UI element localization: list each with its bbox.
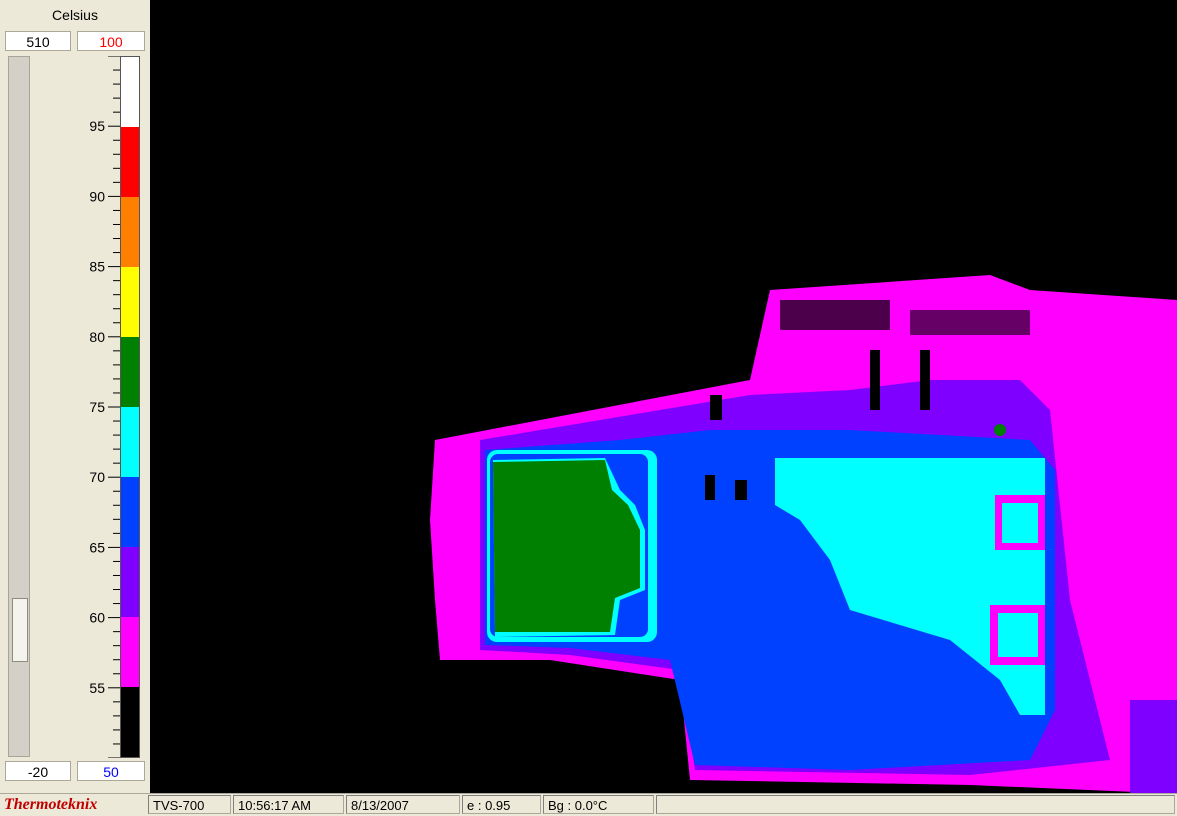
brand-logo: Thermoteknix (4, 796, 98, 813)
background-temperature: Bg : 0.0°C (543, 795, 654, 814)
thermal-image-view[interactable] (150, 0, 1177, 793)
capture-time: 10:56:17 AM (233, 795, 344, 814)
palette-swatch (121, 547, 139, 617)
tick-label: 75 (89, 399, 105, 415)
tick-label: 65 (89, 539, 105, 555)
capture-date: 8/13/2007 (346, 795, 460, 814)
range-slider-track[interactable] (8, 56, 30, 757)
range-slider-thumb[interactable] (12, 598, 28, 662)
palette-swatch (121, 267, 139, 337)
temperature-ticks: 95 90 85 80 75 70 65 60 55 (89, 56, 120, 758)
palette-swatch (121, 57, 139, 127)
palette-swatch (121, 407, 139, 477)
palette-swatch (121, 337, 139, 407)
unit-label: Celsius (52, 7, 98, 23)
span-min-field[interactable]: -20 (5, 761, 71, 781)
temperature-scale-panel: Celsius 510 100 95 90 85 80 75 70 65 60 55 -20 5… (0, 0, 150, 793)
span-max-field[interactable]: 510 (5, 31, 71, 51)
emissivity: e : 0.95 (462, 795, 541, 814)
status-empty-pane (656, 795, 1175, 814)
tick-label: 80 (89, 329, 105, 345)
palette-swatch (121, 197, 139, 267)
palette-swatch (121, 127, 139, 197)
camera-model: TVS-700 (148, 795, 231, 814)
palette-swatch (121, 477, 139, 547)
tick-label: 55 (89, 680, 105, 696)
status-bar: Thermoteknix TVS-700 10:56:17 AM 8/13/20… (0, 793, 1177, 816)
min-temperature-field[interactable]: 50 (77, 761, 145, 781)
color-palette-bar (120, 56, 140, 758)
tick-label: 60 (89, 610, 105, 626)
tick-label: 90 (89, 188, 105, 204)
tick-label: 95 (89, 118, 105, 134)
palette-swatch (121, 687, 139, 757)
tick-label: 70 (89, 469, 105, 485)
palette-swatch (121, 617, 139, 687)
tick-label: 85 (89, 259, 105, 275)
max-temperature-field[interactable]: 100 (77, 31, 145, 51)
thermal-image (150, 0, 1177, 793)
